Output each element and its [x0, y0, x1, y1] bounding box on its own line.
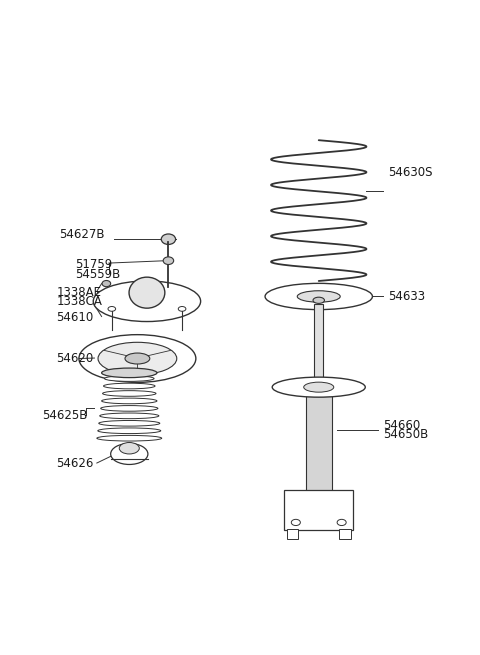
Ellipse shape: [304, 382, 334, 392]
Bar: [287, 529, 298, 538]
Text: 54633: 54633: [388, 290, 425, 303]
Ellipse shape: [119, 443, 139, 454]
Bar: [284, 489, 353, 530]
Text: 54630S: 54630S: [388, 166, 432, 179]
Text: 54626: 54626: [56, 457, 94, 470]
Ellipse shape: [97, 436, 162, 441]
Text: 54627B: 54627B: [59, 228, 104, 241]
Ellipse shape: [100, 413, 159, 419]
Ellipse shape: [161, 234, 176, 244]
Text: 54625B: 54625B: [42, 409, 87, 422]
Ellipse shape: [102, 368, 157, 378]
Ellipse shape: [101, 405, 158, 411]
Ellipse shape: [272, 377, 365, 397]
Ellipse shape: [102, 280, 111, 287]
Text: 1338AE: 1338AE: [56, 286, 101, 299]
Ellipse shape: [313, 297, 324, 303]
Text: 54660: 54660: [383, 419, 420, 432]
Text: 54650B: 54650B: [383, 428, 429, 441]
Bar: [306, 390, 332, 497]
Bar: [314, 304, 323, 390]
Ellipse shape: [103, 390, 156, 396]
Ellipse shape: [297, 291, 340, 302]
Ellipse shape: [111, 443, 148, 464]
Ellipse shape: [102, 398, 157, 403]
Text: 1338CA: 1338CA: [56, 295, 102, 309]
Text: 54620: 54620: [56, 352, 94, 365]
Ellipse shape: [98, 428, 161, 434]
Ellipse shape: [79, 335, 196, 383]
Ellipse shape: [265, 284, 372, 310]
Bar: [339, 529, 351, 538]
Ellipse shape: [125, 353, 150, 364]
Ellipse shape: [104, 383, 155, 389]
Ellipse shape: [129, 277, 165, 308]
Text: 54559B: 54559B: [75, 267, 120, 280]
Ellipse shape: [99, 421, 160, 426]
Ellipse shape: [163, 257, 174, 265]
Text: 54610: 54610: [56, 310, 94, 324]
Ellipse shape: [98, 343, 177, 375]
Ellipse shape: [105, 376, 154, 381]
Ellipse shape: [93, 281, 201, 322]
Text: 51759: 51759: [75, 258, 113, 271]
